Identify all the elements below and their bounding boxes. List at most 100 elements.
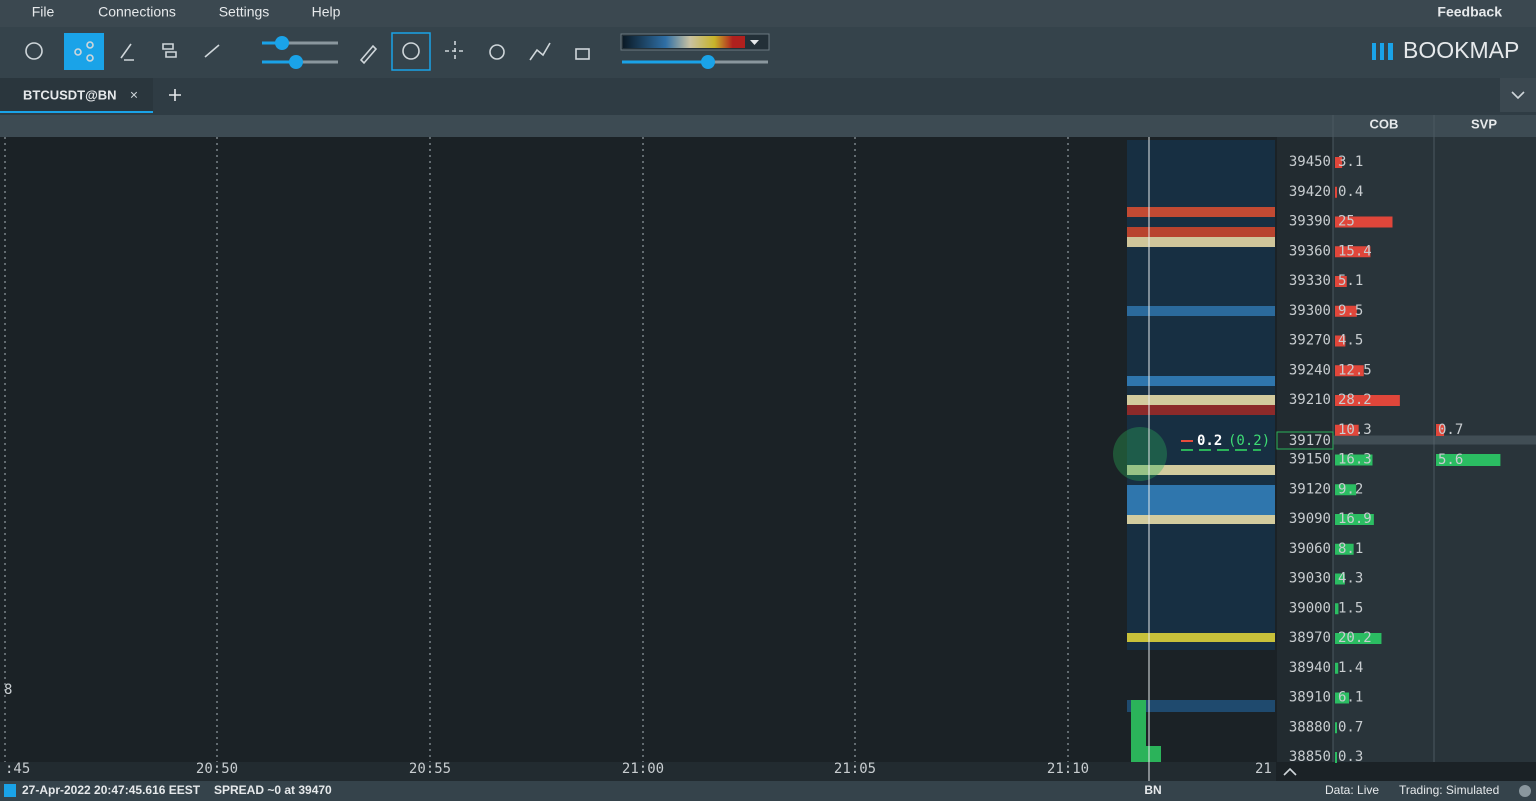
- cob-size: 10.3: [1338, 422, 1372, 438]
- tab[interactable]: [0, 78, 153, 113]
- price-label: 39240: [1289, 362, 1331, 378]
- price-label: 39270: [1289, 333, 1331, 349]
- cob-size: 28.2: [1338, 392, 1372, 408]
- cob-bar: [1335, 246, 1371, 258]
- cob-size: 5.1: [1338, 273, 1363, 289]
- cob-bar: [1335, 514, 1374, 525]
- cob-bar: [1335, 454, 1373, 466]
- edge-label: 8: [4, 682, 12, 698]
- tab-title[interactable]: BTCUSDT@BN: [23, 87, 117, 102]
- status-bar: [0, 781, 1536, 801]
- time-label: 20:50: [196, 761, 238, 777]
- cob-size: 8.1: [1338, 541, 1363, 557]
- cob-size: 0.7: [1338, 719, 1363, 735]
- cob-size: 6.1: [1338, 690, 1363, 706]
- price-label: 39420: [1289, 184, 1331, 200]
- svp-bar: [1436, 424, 1445, 436]
- price-label: 39210: [1289, 392, 1331, 408]
- status-spread: SPREAD ~0 at 39470: [214, 783, 332, 797]
- price-label: 38940: [1289, 660, 1331, 676]
- cob-bar: [1335, 424, 1359, 436]
- price-label: 39360: [1289, 243, 1331, 259]
- price-label: 38970: [1289, 630, 1331, 646]
- cob-size: 3.1: [1338, 154, 1363, 170]
- cob-bar: [1335, 186, 1337, 198]
- cob-size: 9.5: [1338, 303, 1363, 319]
- time-label: 20:55: [409, 761, 451, 777]
- tab-underline: [0, 111, 153, 113]
- status-trading: Trading: Simulated: [1399, 783, 1499, 797]
- menu-item[interactable]: Connections: [98, 4, 176, 20]
- cob-size: 15.4: [1338, 243, 1372, 259]
- menu-item[interactable]: File: [32, 4, 55, 20]
- cob-bar: [1335, 335, 1346, 347]
- time-axis: [0, 762, 1276, 781]
- cob-bar: [1335, 573, 1345, 585]
- cob-size: 16.3: [1338, 452, 1372, 468]
- time-label: :45: [5, 761, 30, 777]
- column-header: COB: [1370, 116, 1399, 131]
- cob-size: 12.5: [1338, 362, 1372, 378]
- trade-delta: (0.2): [1228, 433, 1270, 449]
- cob-size: 0.3: [1338, 749, 1363, 765]
- cob-bar: [1335, 157, 1343, 168]
- cob-bar: [1335, 365, 1364, 377]
- cob-bar: [1335, 603, 1339, 615]
- menu-item[interactable]: Settings: [219, 4, 270, 20]
- svp-bar: [1436, 454, 1501, 466]
- cob-bar: [1335, 752, 1337, 763]
- cob-size: 4.3: [1338, 571, 1363, 587]
- time-label: 21: [1255, 761, 1272, 777]
- cob-bar: [1335, 662, 1339, 674]
- price-label: 39030: [1289, 571, 1331, 587]
- column-header: SVP: [1471, 116, 1497, 131]
- feedback-link[interactable]: Feedback: [1437, 4, 1502, 20]
- price-label: 39120: [1289, 481, 1331, 497]
- price-label: 39150: [1289, 452, 1331, 468]
- price-label: 39000: [1289, 600, 1331, 616]
- price-label: 38880: [1289, 719, 1331, 735]
- toolbar-icons[interactable]: [4, 32, 1536, 797]
- cob-size: 20.2: [1338, 630, 1372, 646]
- menu-item[interactable]: Help: [312, 4, 341, 20]
- price-label: 39090: [1289, 511, 1331, 527]
- menu-bar: [0, 0, 1536, 27]
- tab-bar: [0, 78, 1536, 115]
- svp-size: 0.7: [1438, 422, 1463, 438]
- brand: BOOKMAP: [1403, 37, 1519, 63]
- price-label: 39450: [1289, 154, 1331, 170]
- cob-size: 1.4: [1338, 660, 1363, 676]
- time-label: 21:05: [834, 761, 876, 777]
- cob-bar: [1335, 276, 1347, 287]
- cob-bar: [1335, 722, 1337, 734]
- cob-bar: [1335, 395, 1400, 406]
- time-label: 21:10: [1047, 761, 1089, 777]
- price-label: 38910: [1289, 690, 1331, 706]
- status-exchange: BN: [1144, 783, 1161, 797]
- cob-size: 1.5: [1338, 600, 1363, 616]
- cob-size: 25: [1338, 214, 1355, 230]
- cob-size: 16.9: [1338, 511, 1372, 527]
- status-time: 27-Apr-2022 20:47:45.616 EEST: [22, 783, 201, 797]
- status-data: Data: Live: [1325, 783, 1379, 797]
- cob-bar: [1335, 633, 1382, 644]
- price-label: 39330: [1289, 273, 1331, 289]
- cob-size: 9.2: [1338, 481, 1363, 497]
- svp-size: 5.6: [1438, 452, 1463, 468]
- cob-bar: [1335, 305, 1357, 317]
- trade-size: 0.2: [1197, 433, 1222, 449]
- price-label: 38850: [1289, 749, 1331, 765]
- cob-size: 0.4: [1338, 184, 1363, 200]
- heatmap: [1113, 137, 1536, 781]
- current-price: 39170: [1289, 433, 1331, 449]
- header-strip: [0, 115, 1536, 137]
- cob-bar: [1335, 484, 1357, 496]
- cob-bar: [1335, 216, 1393, 228]
- price-label: 39300: [1289, 303, 1331, 319]
- tab-close[interactable]: ×: [130, 87, 138, 103]
- cob-size: 4.5: [1338, 333, 1363, 349]
- time-label: 21:00: [622, 761, 664, 777]
- cob-bar: [1335, 543, 1354, 555]
- price-label: 39060: [1289, 541, 1331, 557]
